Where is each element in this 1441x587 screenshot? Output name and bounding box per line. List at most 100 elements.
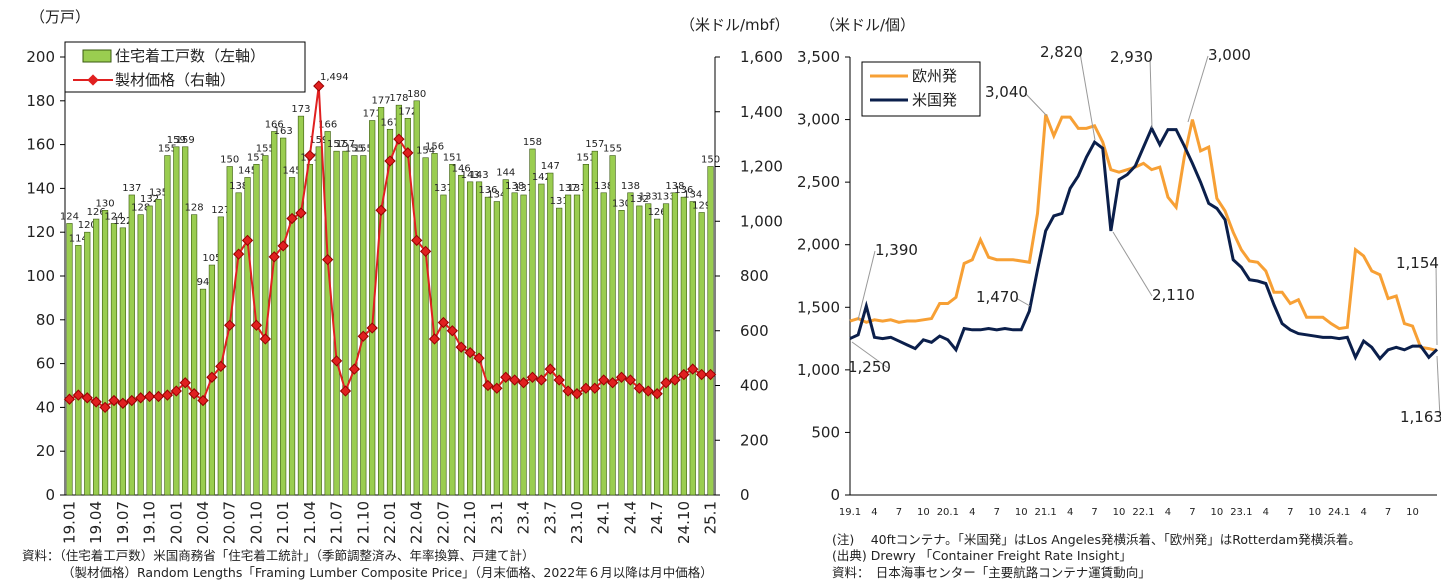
x-tick-label: 23.4 <box>515 501 533 534</box>
data-label: 135 <box>149 187 168 198</box>
bar <box>395 104 403 496</box>
data-label: 130 <box>612 198 631 209</box>
x-tick-label: 7 <box>896 507 902 518</box>
marker <box>135 392 147 404</box>
x-tick-label: 10 <box>1308 507 1321 518</box>
x-tick-label: 23.10 <box>568 501 586 544</box>
data-label: 137 <box>559 183 578 194</box>
line <box>849 124 1439 361</box>
x-tick-label: 23.1 <box>488 501 506 534</box>
callout-line <box>851 341 889 369</box>
data-label: 177 <box>372 95 391 106</box>
marker <box>224 319 236 331</box>
y-tick-label: 500 <box>811 423 840 441</box>
data-label: 159 <box>176 135 195 146</box>
marker <box>99 401 111 414</box>
data-label: 158 <box>523 137 542 148</box>
x-tick-label: 24.1 <box>595 501 613 534</box>
marker <box>366 322 378 334</box>
marker <box>500 371 512 383</box>
bar <box>360 155 367 496</box>
bar <box>324 131 331 496</box>
marker <box>179 377 191 389</box>
y-tick-label: 1,000 <box>797 361 840 379</box>
marker <box>143 390 156 403</box>
y-tick-label: 140 <box>26 179 55 197</box>
data-label: 136 <box>674 185 693 196</box>
marker <box>428 333 441 345</box>
x-tick-label: 4 <box>969 507 975 518</box>
bar <box>707 166 714 496</box>
data-label: 155 <box>603 144 622 155</box>
marker <box>313 80 325 92</box>
marker <box>455 341 467 353</box>
data-label: 131 <box>550 196 569 207</box>
marker <box>277 240 289 252</box>
x-tick-label: 19.10 <box>141 501 159 544</box>
marker <box>491 382 503 394</box>
x-tick-label: 20.01 <box>167 501 185 544</box>
x-tick-label: 10 <box>1211 507 1224 518</box>
marker <box>322 253 334 266</box>
bar <box>280 137 287 496</box>
callout-line <box>1187 55 1209 123</box>
bar <box>351 155 358 496</box>
data-label: 144 <box>496 168 515 179</box>
axis-title: （米ドル/個） <box>820 16 915 34</box>
data-label: 128 <box>131 203 150 214</box>
x-tick-label: 10 <box>1113 507 1126 518</box>
bar <box>654 218 661 496</box>
data-label: 173 <box>291 104 310 115</box>
marker <box>624 374 637 386</box>
bar <box>662 203 670 496</box>
bar <box>288 177 296 496</box>
x-tick-label: 20.04 <box>194 501 212 544</box>
x-tick-label: 19.07 <box>114 501 132 544</box>
bar <box>422 157 429 496</box>
annotation: 2,930 <box>1110 48 1153 66</box>
legend-box <box>861 61 981 117</box>
y-tick-label: 3,000 <box>797 111 840 129</box>
legend-label: 米国発 <box>912 91 957 109</box>
data-label: 146 <box>452 163 471 174</box>
bar <box>315 146 322 496</box>
callout-line <box>1435 263 1438 346</box>
bar <box>467 181 474 496</box>
data-label: 151 <box>443 152 462 163</box>
x-tick-label: 4 <box>1165 507 1171 518</box>
data-label: 137 <box>567 183 586 194</box>
data-label: 126 <box>87 207 106 218</box>
bar <box>529 148 536 496</box>
data-label: 150 <box>220 155 239 166</box>
marker <box>232 248 245 260</box>
bar <box>564 194 572 496</box>
data-label: 124 <box>104 211 123 222</box>
data-label: 133 <box>656 192 675 203</box>
data-label: 138 <box>665 181 684 192</box>
marker <box>286 212 298 225</box>
x-tick-label: 10 <box>917 507 930 518</box>
annotation: 1,250 <box>848 358 891 376</box>
marker <box>651 388 663 400</box>
marker <box>126 394 138 407</box>
marker <box>63 393 76 405</box>
x-tick-label: 4 <box>871 507 877 518</box>
marker <box>473 352 485 364</box>
data-label: 124 <box>60 211 79 222</box>
marker <box>295 207 307 219</box>
y-tick-label: 1,500 <box>797 298 840 316</box>
bar <box>591 150 598 496</box>
data-label: 132 <box>630 194 649 205</box>
y-tick-label: 120 <box>26 223 55 241</box>
data-label: 143 <box>461 170 480 181</box>
data-label: 126 <box>648 207 667 218</box>
y-tick-label: 200 <box>740 431 769 449</box>
bar <box>146 205 153 496</box>
marker <box>464 346 476 359</box>
annotation: 3,040 <box>985 83 1028 101</box>
bar <box>297 115 305 496</box>
y-tick-label: 20 <box>36 442 55 460</box>
y-tick-label: 2,500 <box>797 173 840 191</box>
x-tick-label: 20.1 <box>937 507 959 518</box>
x-tick-label: 24.1 <box>1328 507 1350 518</box>
